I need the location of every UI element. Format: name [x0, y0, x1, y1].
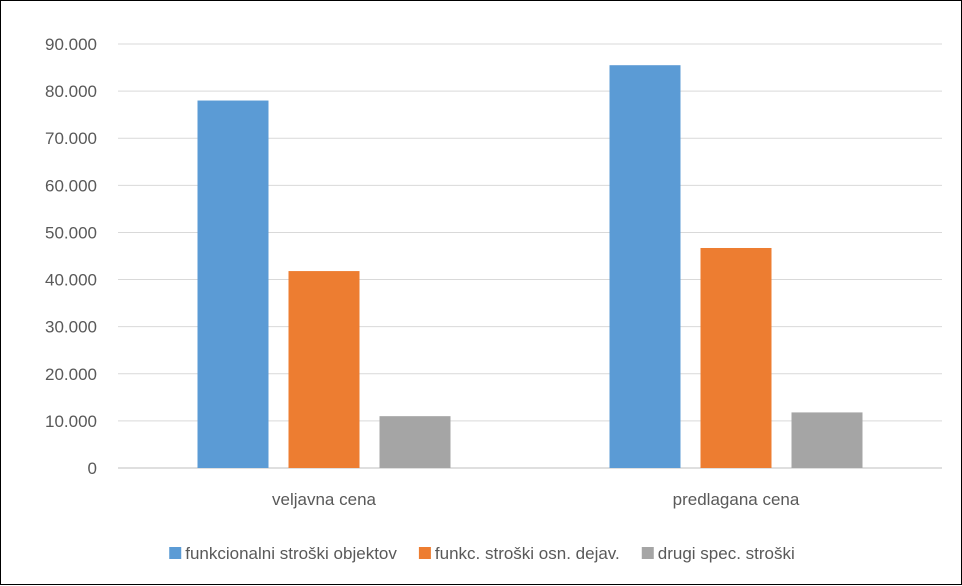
y-tick-label: 80.000 — [45, 82, 97, 101]
x-category-label: veljavna cena — [272, 490, 377, 509]
legend-swatch-1 — [169, 547, 182, 559]
y-tick-label: 20.000 — [45, 365, 97, 384]
bar-2-1 — [288, 271, 360, 468]
y-tick-label: 60.000 — [45, 176, 97, 195]
y-axis-tick-labels: 0 10.000 20.000 30.000 40.000 50.000 60.000 70.… — [45, 35, 97, 478]
legend-label: funkcionalni stroški objektov — [185, 544, 397, 563]
y-tick-label: 10.000 — [45, 412, 97, 431]
bar-1-1 — [197, 100, 269, 469]
y-tick-label: 40.000 — [45, 271, 97, 290]
bar-1-2 — [609, 65, 681, 468]
y-tick-label: 0 — [88, 459, 97, 478]
y-tick-label: 30.000 — [45, 318, 97, 337]
y-tick-label: 70.000 — [45, 129, 97, 148]
legend-label: drugi spec. stroški — [658, 544, 795, 563]
legend-label: funkc. stroški osn. dejav. — [435, 544, 620, 563]
x-category-label: predlagana cena — [673, 490, 800, 509]
bar-3-2 — [791, 412, 863, 468]
bar-3-1 — [379, 416, 451, 468]
y-tick-label: 50.000 — [45, 223, 97, 242]
legend: funkcionalni stroški objektov funkc. stro… — [169, 544, 795, 563]
legend-swatch-3 — [641, 547, 654, 559]
y-tick-label: 90.000 — [45, 35, 97, 54]
bar-2-2 — [700, 247, 772, 468]
x-axis: veljavna cena predlagana cena — [272, 490, 800, 509]
bars — [197, 65, 863, 469]
legend-swatch-2 — [418, 547, 431, 559]
